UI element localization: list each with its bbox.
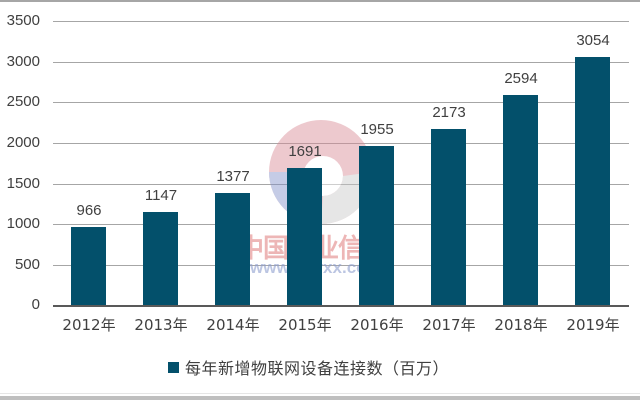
bar-2016 xyxy=(359,146,394,305)
bar-2019 xyxy=(575,57,610,305)
gridline-2500 xyxy=(53,102,629,103)
data-label: 2173 xyxy=(432,104,466,121)
y-tick-label: 1500 xyxy=(6,175,40,192)
gridline-3000 xyxy=(53,62,629,63)
chart-legend: 每年新增物联网设备连接数（百万） xyxy=(168,356,449,378)
chart-frame-top-border xyxy=(0,0,640,2)
bar-2013 xyxy=(143,212,178,305)
bar-2018 xyxy=(503,95,538,305)
x-tick-label: 2017年 xyxy=(422,316,476,334)
data-label: 1691 xyxy=(288,143,322,160)
x-tick-label: 2013年 xyxy=(134,316,188,334)
data-label: 966 xyxy=(76,202,102,219)
chart-frame-bottom-inner xyxy=(0,393,640,394)
y-tick-label: 0 xyxy=(31,296,40,313)
gridline-1500 xyxy=(53,184,629,185)
x-tick-label: 2018年 xyxy=(494,316,548,334)
data-label: 1147 xyxy=(144,187,178,204)
y-tick-label: 1000 xyxy=(6,215,40,232)
x-tick-label: 2016年 xyxy=(350,316,404,334)
y-tick-label: 500 xyxy=(14,256,40,273)
y-tick-label: 2000 xyxy=(6,134,40,151)
x-tick-label: 2015年 xyxy=(278,316,332,334)
data-label: 2594 xyxy=(504,70,538,87)
bar-2012 xyxy=(71,227,106,305)
y-tick-label: 3500 xyxy=(6,12,40,29)
x-axis-line xyxy=(53,305,629,307)
x-tick-label: 2014年 xyxy=(206,316,260,334)
gridline-2000 xyxy=(53,143,629,144)
legend-label: 每年新增物联网设备连接数（百万） xyxy=(185,359,450,378)
data-label: 1955 xyxy=(360,121,394,138)
bar-2015 xyxy=(287,168,322,305)
legend-swatch-icon xyxy=(168,361,179,373)
bar-2017 xyxy=(431,129,466,305)
x-tick-label: 2019年 xyxy=(566,316,620,334)
x-tick-label: 2012年 xyxy=(62,316,116,334)
data-label: 3054 xyxy=(576,32,610,49)
y-tick-label: 3000 xyxy=(6,53,40,70)
y-tick-label: 2500 xyxy=(6,93,40,110)
gridline-3500 xyxy=(53,21,629,22)
gridline-1000 xyxy=(53,224,629,225)
gridline-500 xyxy=(53,265,629,266)
chart-frame-bottom-border xyxy=(0,396,640,400)
data-label: 1377 xyxy=(216,168,250,185)
bar-2014 xyxy=(215,193,250,305)
